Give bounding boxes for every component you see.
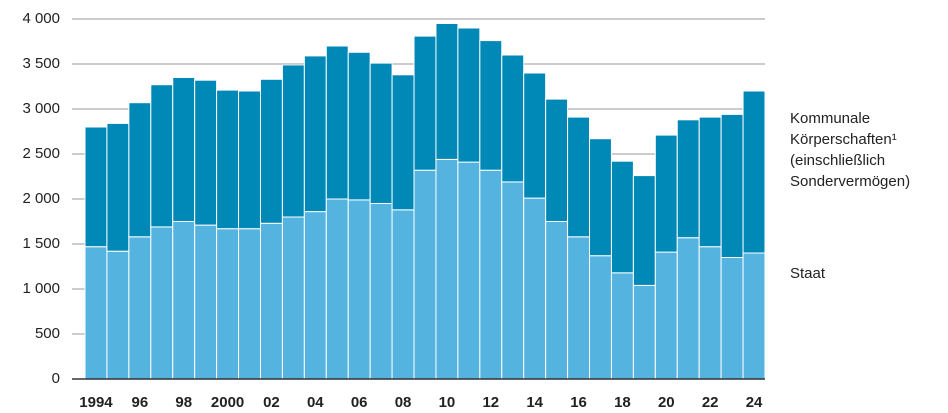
x-tick-label: 02 xyxy=(263,394,280,411)
bar-segment xyxy=(479,40,503,171)
bar-segment xyxy=(720,113,744,259)
bar-segment xyxy=(369,62,393,204)
y-tick-label: 2 500 xyxy=(22,145,60,162)
bar-segment xyxy=(413,169,437,380)
bar-segment xyxy=(84,246,108,380)
y-tick-label: 0 xyxy=(52,370,60,387)
bar-segment xyxy=(128,236,152,380)
bar-segment xyxy=(632,175,656,286)
bar-segment xyxy=(610,272,634,380)
bar-segment xyxy=(742,252,766,380)
x-tick-label: 98 xyxy=(175,394,192,411)
y-tick-label: 3 000 xyxy=(22,100,60,117)
x-tick-label: 96 xyxy=(131,394,148,411)
bar-segment xyxy=(654,251,678,380)
bar-segment xyxy=(391,74,415,211)
bar-segment xyxy=(589,255,612,380)
x-tick-label: 20 xyxy=(658,394,675,411)
bar-segment xyxy=(259,78,283,224)
x-tick-label: 22 xyxy=(702,394,719,411)
bar-segment xyxy=(523,72,547,199)
bar-segment xyxy=(391,209,415,380)
y-tick-label: 3 500 xyxy=(22,55,60,72)
bar-segment xyxy=(281,216,305,380)
bar-segment xyxy=(654,134,678,253)
bar-segment xyxy=(676,237,700,380)
bar-segment xyxy=(347,199,371,380)
bar-segment xyxy=(238,90,261,230)
bar-segment xyxy=(720,257,744,380)
x-tick-label: 12 xyxy=(482,394,499,411)
bar-segment xyxy=(676,119,700,239)
bar-segment xyxy=(128,102,152,238)
bar-segment xyxy=(303,211,327,380)
x-tick-label: 10 xyxy=(439,394,456,411)
bar-segment xyxy=(632,284,656,380)
bar-segment xyxy=(435,158,459,380)
bar-segment xyxy=(567,236,591,380)
bar-segment xyxy=(698,116,722,248)
bar-segment xyxy=(106,250,130,380)
bar-segment xyxy=(413,35,437,171)
bar-segment xyxy=(742,90,766,254)
legend-entry: Kommunale Körperschaften¹ (einschließlic… xyxy=(790,110,911,190)
bar-segment xyxy=(523,197,547,380)
bar-segment xyxy=(435,23,459,160)
bar-segment xyxy=(501,181,525,380)
bar-segment xyxy=(369,203,393,380)
bar-segment xyxy=(567,116,591,238)
bar-segment xyxy=(303,55,327,213)
bar-segment xyxy=(150,226,174,380)
bar-segment xyxy=(545,98,569,222)
bar-segment xyxy=(610,160,634,274)
bar-segment xyxy=(457,161,481,380)
bar-segment xyxy=(150,84,174,228)
bar-segment xyxy=(545,221,569,380)
bar-segment xyxy=(84,126,108,248)
x-tick-label: 06 xyxy=(351,394,368,411)
bar-segment xyxy=(194,224,218,380)
x-tick-label: 08 xyxy=(395,394,412,411)
bar-segment xyxy=(589,138,612,257)
legend-entry: Staat xyxy=(790,265,826,282)
x-tick-label: 18 xyxy=(614,394,631,411)
bar-segment xyxy=(698,246,722,380)
bar-segment xyxy=(501,54,525,183)
bar-segment xyxy=(194,79,218,226)
bar-segment xyxy=(172,221,196,380)
bar-segment xyxy=(259,222,283,380)
x-tick-label: 1994 xyxy=(79,394,113,411)
x-tick-label: 16 xyxy=(570,394,587,411)
bar-segment xyxy=(325,45,349,200)
y-tick-label: 1 000 xyxy=(22,280,60,297)
bar-segment xyxy=(479,169,503,380)
y-tick-label: 500 xyxy=(35,325,60,342)
y-tick-label: 4 000 xyxy=(22,10,60,27)
bar-segment xyxy=(216,228,240,380)
y-tick-label: 1 500 xyxy=(22,235,60,252)
bar-segment xyxy=(325,198,349,380)
y-tick-label: 2 000 xyxy=(22,190,60,207)
bar-segment xyxy=(457,27,481,163)
x-tick-label: 14 xyxy=(526,394,543,411)
bar-segment xyxy=(238,228,261,380)
bar-segment xyxy=(281,64,305,218)
bar-segment xyxy=(172,77,196,222)
x-tick-label: 04 xyxy=(307,394,324,411)
bar-segment xyxy=(347,51,371,201)
x-tick-label: 2000 xyxy=(211,394,244,411)
bar-segment xyxy=(106,122,130,252)
bar-segment xyxy=(216,89,240,230)
x-tick-label: 24 xyxy=(746,394,763,411)
